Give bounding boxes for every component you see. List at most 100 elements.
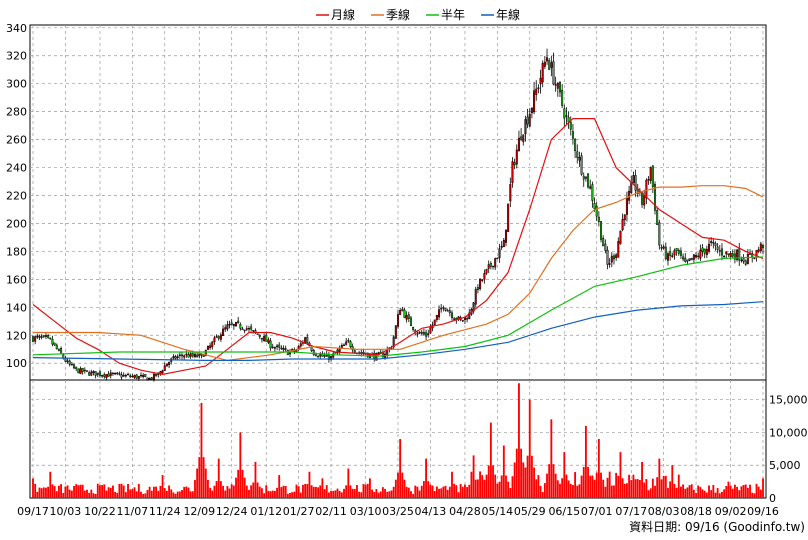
price-tick-label: 120: [6, 329, 27, 342]
x-tick-label: 06/15: [548, 505, 580, 518]
candle: [630, 175, 633, 194]
volume-bar: [293, 491, 296, 498]
volume-bar: [554, 473, 557, 498]
candle: [742, 254, 745, 264]
candle: [453, 316, 456, 320]
candle-body: [412, 326, 415, 330]
candle-body: [610, 255, 613, 263]
price-tick-label: 200: [6, 217, 27, 230]
candle: [420, 329, 423, 336]
candle: [479, 278, 482, 291]
candle-body: [193, 353, 196, 357]
candle: [187, 351, 190, 358]
candle: [584, 176, 587, 182]
candle: [628, 185, 631, 205]
volume-bar: [630, 480, 633, 498]
candle: [36, 333, 39, 339]
candle: [319, 351, 322, 359]
candle: [528, 108, 531, 128]
volume-bar: [317, 487, 320, 498]
candle-body: [381, 352, 384, 358]
candle-body: [187, 354, 190, 358]
candle-body: [230, 322, 233, 325]
volume-bar: [364, 484, 367, 498]
candle-body: [377, 352, 380, 354]
volume-bar: [496, 483, 499, 498]
candle-body: [118, 373, 121, 375]
volume-bar: [712, 484, 715, 498]
volume-bar: [42, 487, 45, 498]
candle: [206, 345, 209, 350]
candle-body: [472, 302, 475, 312]
candle-body: [546, 57, 549, 62]
volume-bar: [580, 475, 583, 498]
volume-bar: [263, 493, 266, 498]
candle-body: [215, 336, 218, 338]
price-tick-label: 300: [6, 78, 27, 91]
candle-body: [276, 345, 279, 348]
volume-bar: [606, 477, 609, 498]
volume-bar: [129, 489, 132, 498]
candle-body: [664, 246, 667, 260]
candle: [699, 244, 702, 261]
candle-body: [535, 88, 538, 95]
candle: [688, 258, 691, 262]
candle: [548, 58, 551, 71]
candle: [51, 335, 54, 347]
volume-bar: [641, 461, 643, 498]
volume-bar: [453, 483, 456, 498]
candle-body: [731, 253, 734, 257]
volume-bar: [57, 485, 60, 498]
volume-bar: [81, 484, 84, 498]
volume-bar: [669, 481, 672, 498]
volume-bar: [589, 475, 592, 498]
volume-bar: [96, 483, 99, 498]
candle: [597, 211, 600, 227]
candle: [278, 342, 281, 351]
volume-bar: [185, 486, 188, 498]
candle-body: [323, 355, 326, 357]
candle: [433, 319, 436, 326]
candle: [692, 253, 695, 263]
candle: [265, 331, 268, 342]
candle: [349, 339, 352, 349]
candle-body: [392, 336, 395, 348]
candle: [580, 152, 583, 176]
volume-bar: [673, 483, 676, 498]
candle: [485, 268, 488, 275]
candle-body: [152, 373, 155, 380]
candle-body: [580, 155, 583, 175]
candle: [88, 370, 91, 376]
candle-body: [68, 360, 71, 365]
volume-bar: [178, 491, 181, 498]
volume-bar: [483, 479, 486, 498]
candle-body: [466, 318, 469, 320]
volume-bar: [628, 474, 631, 498]
candle-body: [122, 374, 125, 377]
candle: [530, 107, 533, 119]
candle: [697, 252, 700, 260]
candle-body: [196, 354, 199, 358]
volume-bar: [608, 471, 611, 498]
volume-bar: [647, 490, 650, 498]
candle: [487, 260, 490, 274]
candle: [42, 335, 45, 339]
candle: [569, 116, 572, 136]
legend-item-ma-quarter: 季線: [371, 7, 410, 22]
legend-label-ma-month: 月線: [331, 7, 355, 22]
candle-body: [641, 192, 644, 205]
candle-body: [204, 349, 207, 356]
candle-body: [679, 250, 682, 256]
volume-bars: [32, 383, 764, 498]
volume-bar: [507, 481, 510, 498]
x-tick-label: 01/12: [250, 505, 282, 518]
candle: [498, 243, 501, 263]
candle-body: [427, 333, 430, 335]
volume-bar: [699, 486, 702, 498]
volume-bar: [476, 479, 479, 498]
volume-bar: [371, 489, 374, 498]
volume-bar: [66, 485, 69, 498]
candle: [347, 338, 350, 344]
price-tick-label: 340: [6, 22, 27, 35]
candle: [450, 310, 454, 321]
